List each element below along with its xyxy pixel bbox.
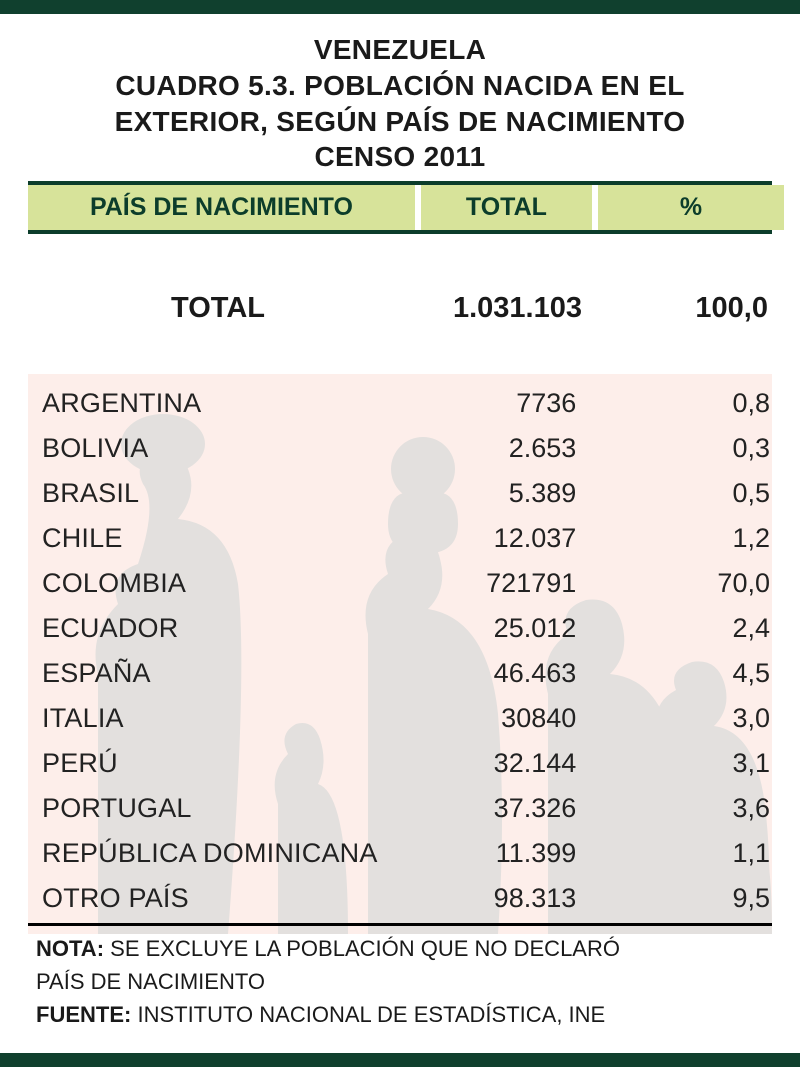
title-line-4: CENSO 2011 [46, 139, 754, 175]
cell-country: COLOMBIA [42, 568, 417, 599]
title-line-1: VENEZUELA [46, 32, 754, 68]
table-row: ESPAÑA46.4634,5 [28, 651, 772, 696]
grand-total-row: TOTAL 1.031.103 100,0 [36, 292, 764, 325]
table-row: PERÚ32.1443,1 [28, 741, 772, 786]
cell-percent: 3,6 [582, 793, 784, 824]
cell-country: ITALIA [42, 703, 417, 734]
cell-country: ECUADOR [42, 613, 417, 644]
col-header-country: PAÍS DE NACIMIENTO [28, 185, 415, 230]
cell-country: ARGENTINA [42, 388, 417, 419]
cell-total: 46.463 [417, 658, 582, 689]
cell-total: 32.144 [417, 748, 582, 779]
cell-percent: 1,1 [582, 838, 784, 869]
table-row: COLOMBIA72179170,0 [28, 561, 772, 606]
source-label: FUENTE: [36, 1002, 131, 1027]
grand-total-pct: 100,0 [586, 292, 782, 325]
grand-total-value: 1.031.103 [400, 292, 586, 325]
source-text: INSTITUTO NACIONAL DE ESTADÍSTICA, INE [137, 1002, 605, 1027]
table-row: REPÚBLICA DOMINICANA11.3991,1 [28, 831, 772, 876]
cell-percent: 0,3 [582, 433, 784, 464]
table-header: PAÍS DE NACIMIENTO TOTAL % [28, 181, 772, 234]
table-row: ITALIA308403,0 [28, 696, 772, 741]
table-body: ARGENTINA77360,8BOLIVIA2.6530,3BRASIL5.3… [28, 381, 772, 921]
cell-percent: 9,5 [582, 883, 784, 914]
cell-total: 30840 [417, 703, 582, 734]
cell-country: CHILE [42, 523, 417, 554]
cell-country: BRASIL [42, 478, 417, 509]
col-header-percent: % [598, 185, 784, 230]
cell-total: 37.326 [417, 793, 582, 824]
cell-percent: 3,1 [582, 748, 784, 779]
grand-total-label: TOTAL [36, 292, 400, 325]
title-line-2: CUADRO 5.3. POBLACIÓN NACIDA EN EL [46, 68, 754, 104]
cell-total: 11.399 [417, 838, 582, 869]
cell-percent: 1,2 [582, 523, 784, 554]
table-row: BOLIVIA2.6530,3 [28, 426, 772, 471]
table-row: CHILE12.0371,2 [28, 516, 772, 561]
table-row: PORTUGAL37.3263,6 [28, 786, 772, 831]
note-label: NOTA: [36, 936, 104, 961]
cell-percent: 2,4 [582, 613, 784, 644]
cell-total: 721791 [417, 568, 582, 599]
source-line: FUENTE: INSTITUTO NACIONAL DE ESTADÍSTIC… [36, 998, 764, 1031]
cell-percent: 0,8 [582, 388, 784, 419]
cell-percent: 3,0 [582, 703, 784, 734]
cell-country: OTRO PAÍS [42, 883, 417, 914]
table-row: OTRO PAÍS98.3139,5 [28, 876, 772, 921]
cell-country: ESPAÑA [42, 658, 417, 689]
footnote-line-1: NOTA: SE EXCLUYE LA POBLACIÓN QUE NO DEC… [36, 932, 764, 965]
cell-country: BOLIVIA [42, 433, 417, 464]
cell-country: PORTUGAL [42, 793, 417, 824]
table-footer: NOTA: SE EXCLUYE LA POBLACIÓN QUE NO DEC… [28, 923, 772, 1031]
cell-percent: 4,5 [582, 658, 784, 689]
cell-country: REPÚBLICA DOMINICANA [42, 838, 417, 869]
table-row: ARGENTINA77360,8 [28, 381, 772, 426]
cell-total: 5.389 [417, 478, 582, 509]
note-text-a: SE EXCLUYE LA POBLACIÓN QUE NO DECLARÓ [110, 936, 620, 961]
table-title: VENEZUELA CUADRO 5.3. POBLACIÓN NACIDA E… [46, 32, 754, 175]
cell-percent: 0,5 [582, 478, 784, 509]
page-frame: VENEZUELA CUADRO 5.3. POBLACIÓN NACIDA E… [0, 0, 800, 1067]
cell-total: 7736 [417, 388, 582, 419]
table-row: ECUADOR25.0122,4 [28, 606, 772, 651]
title-line-3: EXTERIOR, SEGÚN PAÍS DE NACIMIENTO [46, 104, 754, 140]
cell-total: 98.313 [417, 883, 582, 914]
col-header-total: TOTAL [421, 185, 592, 230]
footnote-line-2: PAÍS DE NACIMIENTO [36, 965, 764, 998]
cell-country: PERÚ [42, 748, 417, 779]
cell-total: 25.012 [417, 613, 582, 644]
cell-total: 2.653 [417, 433, 582, 464]
cell-total: 12.037 [417, 523, 582, 554]
cell-percent: 70,0 [582, 568, 784, 599]
table-row: BRASIL5.3890,5 [28, 471, 772, 516]
